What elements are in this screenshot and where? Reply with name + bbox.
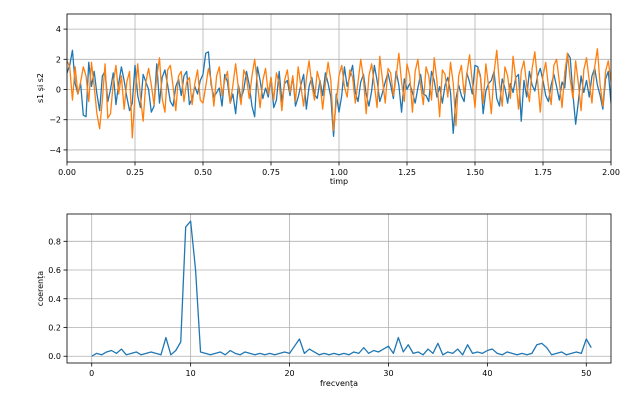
time-xtick-label-3: 0.75 bbox=[262, 168, 280, 177]
coherence-ytick-label-2: 0.4 bbox=[48, 295, 61, 304]
coherence-xtick-label-0: 0 bbox=[89, 369, 94, 378]
coherence-chart-xlabel: frecvența bbox=[320, 379, 358, 389]
coherence-xtick-label-1: 10 bbox=[186, 369, 196, 378]
time-xtick-label-8: 2.00 bbox=[602, 168, 620, 177]
time-ytick-label-1: −2 bbox=[49, 116, 61, 125]
time-series-1-line bbox=[67, 48, 611, 139]
time-signals-chart: 0.00 0.25 0.50 0.75 1.00 1.25 1.50 1.75 2.00 −4 −2… bbox=[36, 13, 620, 186]
coherence-chart: 0 10 20 30 40 50 0.0 0.2 0.4 0.6 0.8 frecvența coere… bbox=[36, 213, 612, 389]
coherence-series-0-line bbox=[91, 220, 592, 357]
coherence-xtick-label-4: 40 bbox=[482, 369, 492, 378]
time-ytick-label-0: −4 bbox=[49, 146, 61, 155]
coherence-xtick-label-3: 30 bbox=[383, 369, 393, 378]
time-chart-xlabel: timp bbox=[330, 177, 348, 186]
coherence-chart-ylabel: coerența bbox=[36, 271, 46, 306]
time-xtick-label-7: 1.75 bbox=[534, 168, 552, 177]
time-xtick-label-2: 0.50 bbox=[194, 168, 212, 177]
coherence-ytick-label-4: 0.8 bbox=[48, 237, 61, 246]
time-xtick-label-0: 0.00 bbox=[58, 168, 76, 177]
time-grid bbox=[66, 14, 612, 162]
coherence-grid bbox=[67, 214, 611, 363]
coherence-ytick-label-1: 0.2 bbox=[48, 324, 61, 333]
coherence-plot-frame bbox=[66, 213, 612, 364]
time-xtick-label-5: 1.25 bbox=[398, 168, 416, 177]
time-xtick-label-6: 1.50 bbox=[466, 168, 484, 177]
coherence-ytick-label-3: 0.6 bbox=[48, 266, 61, 275]
coherence-xtick-label-2: 20 bbox=[284, 369, 294, 378]
time-ytick-label-4: 4 bbox=[56, 25, 61, 34]
time-xtick-label-1: 0.25 bbox=[126, 168, 144, 177]
time-ytick-label-3: 2 bbox=[56, 55, 61, 64]
time-xtick-label-4: 1.00 bbox=[330, 168, 348, 177]
coherence-xtick-label-5: 50 bbox=[581, 369, 591, 378]
time-chart-ylabel: s1 și s2 bbox=[36, 73, 46, 103]
time-ytick-label-2: 0 bbox=[56, 86, 61, 95]
coherence-ytick-label-0: 0.0 bbox=[48, 352, 61, 361]
